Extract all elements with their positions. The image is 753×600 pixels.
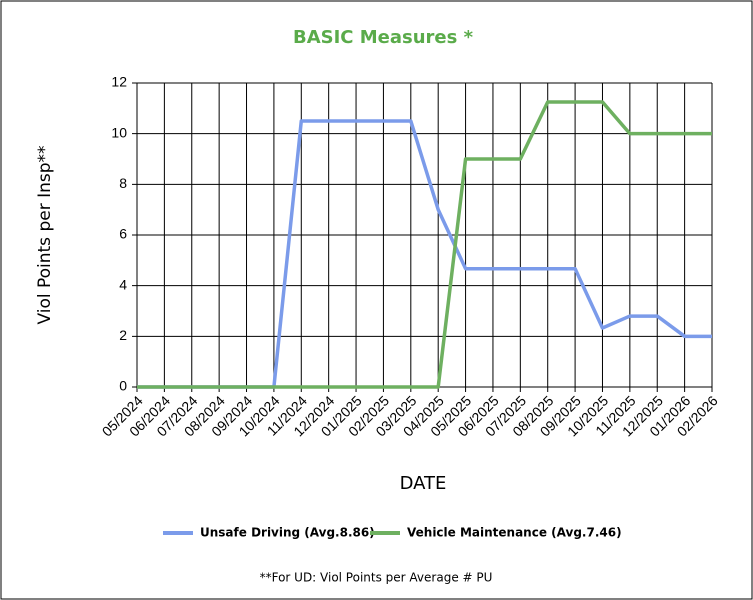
y-tick-label: 2 [119, 327, 127, 343]
y-tick-label: 6 [119, 226, 127, 242]
series-line [137, 119, 712, 389]
legend-label: Vehicle Maintenance (Avg.7.46) [407, 526, 622, 540]
y-axis-label: Viol Points per Insp** [35, 145, 55, 324]
y-tick-label: 4 [119, 276, 127, 292]
x-axis-label: DATE [400, 473, 447, 494]
y-tick-label: 0 [119, 378, 127, 394]
y-tick-label: 10 [111, 124, 127, 140]
y-tick-label: 8 [119, 175, 127, 191]
chart-title: BASIC Measures * [293, 27, 474, 48]
series-line [137, 100, 712, 389]
y-tick-label: 12 [111, 74, 127, 90]
legend-label: Unsafe Driving (Avg.8.86) [200, 526, 375, 540]
footnote: **For UD: Viol Points per Average # PU [260, 571, 493, 585]
